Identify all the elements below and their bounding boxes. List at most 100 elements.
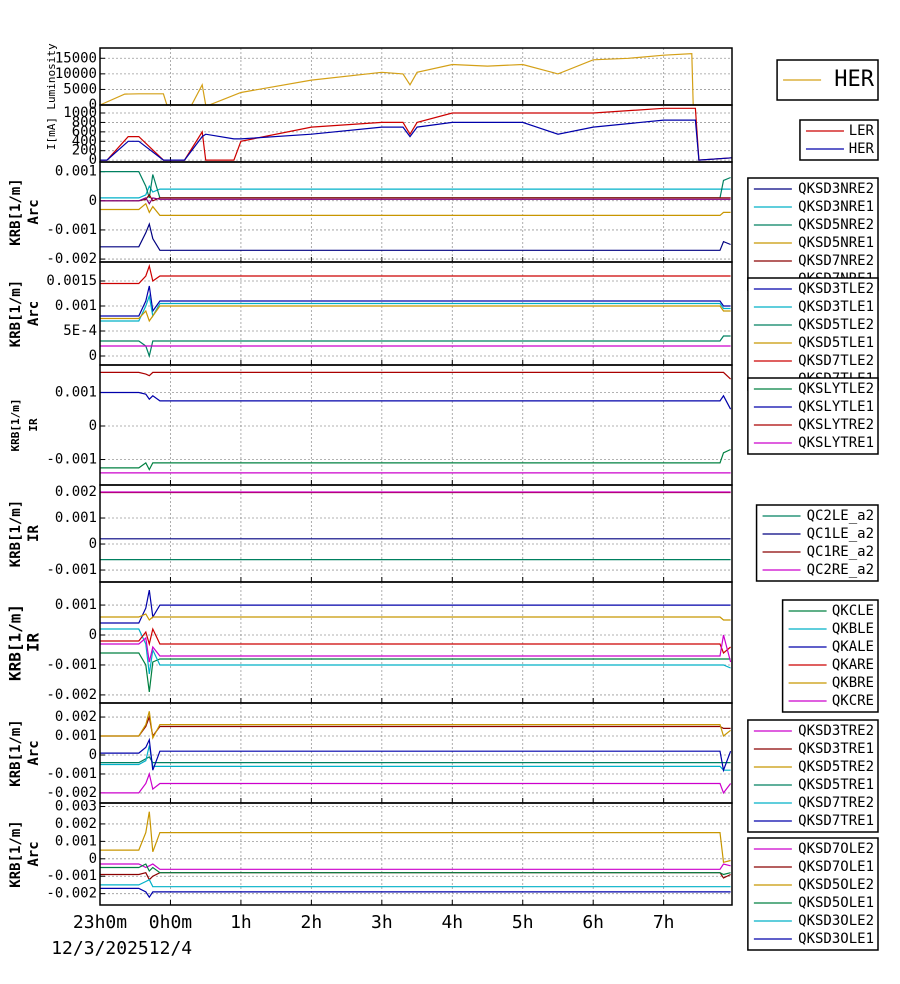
series-line [100,711,731,740]
legend-label: QKSD5NRE2 [798,217,874,233]
plot-frame [99,104,733,163]
series-line [100,589,731,624]
legend-label: QC1RE_a2 [807,544,874,560]
legend-label: QKBLE [832,621,874,637]
y-tick-label: 800 [72,114,97,130]
series-line [100,756,731,764]
x-tick-label: 2h [301,912,323,933]
series-line [100,197,731,205]
plot-frame [99,702,733,804]
x-tick-label: 7h [653,912,675,933]
y-axis-label: Arc [26,841,42,866]
y-tick-label: 0.001 [55,510,97,526]
x-tick-label: 6h [582,912,604,933]
plot-frame [99,261,733,366]
y-tick-label: 5E-4 [63,323,97,339]
y-axis-label: I[mA] [45,117,58,150]
legend-label: QKSD3TLE1 [798,299,874,315]
y-axis-label: Arc [26,740,42,765]
plot-area: 0 5E-4 0.001 0.0015 KRB[1/m] Arc [8,261,733,366]
y-axis-label: IR [26,525,42,542]
legend-label: QKSD7TLE2 [798,353,874,369]
plot-frame [99,581,733,704]
plot-frame [99,364,733,486]
legend-label: QKSD5NRE1 [798,235,874,251]
y-tick-label: 0.001 [55,597,97,613]
y-tick-label: 1000 [63,105,97,121]
legend-label: QKSD3OLE2 [798,913,874,929]
legend-label: QKSD3NRE2 [798,181,874,197]
legend-box [755,504,879,582]
legend-label: QKSD5TRE1 [798,777,874,793]
y-tick-label: 0.001 [55,384,97,400]
legend-label: QKSD7NRE2 [798,253,874,269]
legend-label: QKSD7OLE1 [798,859,874,875]
legend-label: QKSLYTLE1 [798,399,874,415]
y-tick-label: -0.001 [46,222,97,238]
y-axis-label: Luminosity [45,43,58,110]
legend: LER HER [799,119,879,161]
series-line [100,863,731,870]
legend-label: QKBRE [832,675,874,691]
legend-box [747,377,879,455]
plot-area: -0.002 -0.001 0 0.001 0.002 KRB[1/m] Arc [8,702,733,804]
y-axis-label: Arc [26,301,42,326]
plot-frame [99,484,733,583]
x-tick-label: 0h0m [149,912,192,933]
y-axis-label: IR [24,633,43,653]
y-tick-label: 400 [72,133,97,149]
legend-label: QKSD5TLE2 [798,317,874,333]
series-line [100,448,731,471]
legend-label: QKSD3NRE1 [798,199,874,215]
y-tick-label: -0.001 [46,452,97,468]
series-line [100,193,731,202]
y-tick-label: -0.001 [46,657,97,673]
series-line [100,222,731,251]
legend-box [747,837,879,951]
x-tick-label: 1h [230,912,252,933]
series-line [100,627,731,655]
y-tick-label: 0.0015 [46,273,97,289]
legend-box [781,599,879,713]
y-tick-label: -0.001 [46,562,97,578]
legend-box [799,119,879,161]
series-line [100,184,731,199]
legend: QKCLE QKBLE QKALE QKARE QKBRE QKCRE [781,599,879,713]
y-tick-label: 0 [89,418,97,434]
y-axis-label: KRB[1/m] [8,500,24,567]
y-axis-label: KRB[1/m] [9,399,22,452]
series-line [100,613,731,621]
y-tick-label: 0.001 [55,728,97,744]
y-tick-label: -0.001 [46,868,97,884]
legend: HER [776,59,879,101]
series-line [100,714,731,738]
legend-label: QKSLYTLE2 [798,381,874,397]
y-tick-label: 0 [89,536,97,552]
legend-label: LER [849,123,875,139]
legend-label: HER [834,67,874,92]
y-tick-label: 0.003 [55,798,97,814]
series-line [100,285,731,317]
legend-label: QC2LE_a2 [807,508,874,524]
legend: QKSD3TLE2 QKSD3TLE1 QKSD5TLE2 QKSD5TLE1 QKSD… [747,277,879,391]
legend-label: QKSD3OLE1 [798,931,874,947]
legend-label: QKSLYTRE2 [798,417,874,433]
y-axis-label: KRB[1/m] [8,280,24,347]
x-tick-label: 23h0m [73,912,127,933]
y-tick-label: 0.002 [55,709,97,725]
date-label: 12/3/2025 [51,938,149,959]
series-line [100,202,731,216]
y-tick-label: -0.002 [46,251,97,267]
y-tick-label: 5000 [63,81,97,97]
x-tick-label: 4h [441,912,463,933]
legend-label: QKSD3TRE2 [798,723,874,739]
series-line [100,263,731,285]
y-tick-label: -0.002 [46,886,97,902]
legend-box [747,719,879,833]
series-line [100,887,731,899]
y-tick-label: 0 [89,348,97,364]
